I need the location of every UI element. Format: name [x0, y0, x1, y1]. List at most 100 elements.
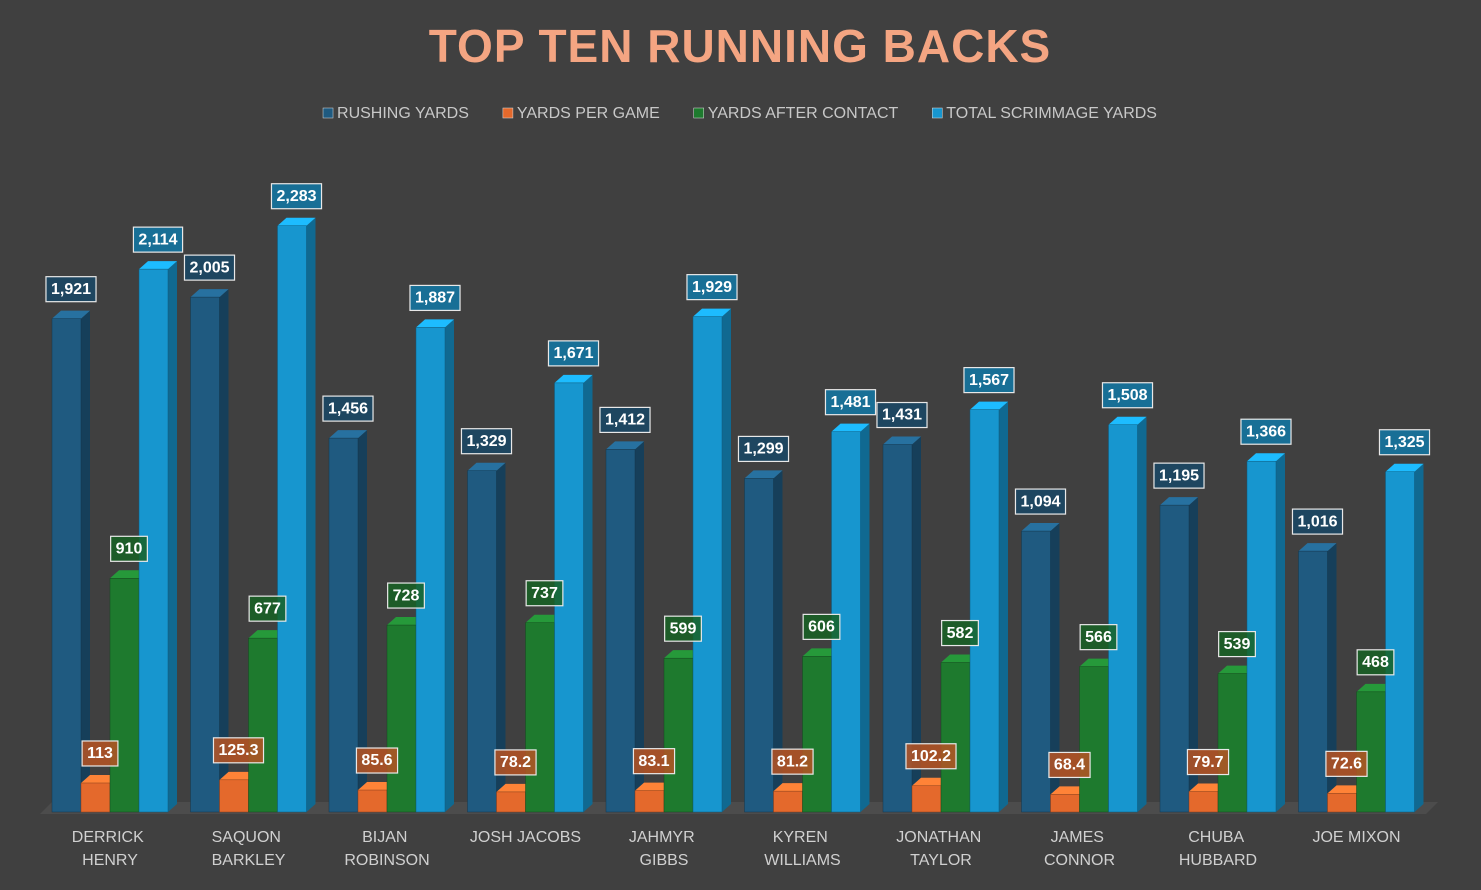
legend-label: TOTAL SCRIMMAGE YARDS — [946, 105, 1157, 122]
x-tick-line: CHUBA — [1188, 829, 1248, 846]
bar — [415, 327, 446, 813]
data-label-box — [686, 274, 738, 301]
bar — [1327, 793, 1357, 813]
bar — [51, 318, 82, 813]
bar-top — [1385, 463, 1424, 472]
x-tick-line: HUBBARD — [1179, 852, 1257, 869]
bar — [496, 791, 526, 813]
data-label: 1,921 — [51, 281, 91, 298]
data-label: 83.1 — [638, 753, 669, 770]
bar-side — [1050, 523, 1060, 812]
data-label-group: 1,366 — [1240, 418, 1292, 445]
bar — [1298, 550, 1328, 813]
x-tick-line: JAHMYR — [629, 829, 699, 846]
data-label-group: 2,283 — [270, 183, 323, 210]
data-label: 1,195 — [1159, 467, 1199, 484]
bar — [802, 656, 832, 813]
data-label: 79.7 — [1192, 754, 1223, 771]
legend-swatch — [322, 107, 334, 119]
bar — [663, 657, 694, 813]
data-label-group: 79.7 — [1186, 748, 1230, 776]
bar-side — [219, 289, 229, 813]
bar — [1385, 471, 1415, 813]
data-label-group: 83.1 — [632, 748, 676, 775]
data-label-box — [1101, 382, 1154, 409]
data-label-group: 1,195 — [1153, 462, 1205, 489]
bar-side — [999, 401, 1008, 812]
data-label: 78.2 — [500, 754, 531, 771]
data-label-box — [1014, 488, 1067, 515]
data-label-group: 539 — [1218, 630, 1256, 658]
bar — [1188, 791, 1219, 813]
bar-top — [219, 771, 258, 780]
bar — [109, 578, 140, 813]
bar-top — [883, 436, 921, 445]
data-label-box — [1356, 649, 1395, 676]
legend-swatch — [932, 107, 943, 119]
legend-label: RUSHING YARDS — [337, 105, 469, 122]
bar — [1079, 666, 1109, 813]
bar-top — [190, 289, 229, 298]
data-label-box — [941, 619, 979, 647]
x-tick-line: JAMES — [1051, 829, 1109, 846]
bar-side — [1137, 416, 1147, 812]
bar-top — [110, 570, 148, 579]
data-label: 737 — [531, 585, 558, 602]
bar-top — [1160, 497, 1198, 506]
x-tick-label: SAQUON BARKLEY — [212, 829, 286, 869]
bar-side — [1276, 453, 1285, 812]
bar-top — [139, 261, 177, 270]
x-tick-label: JOSH JACOBS — [470, 829, 581, 846]
data-label-box — [183, 254, 236, 281]
data-label: 1,671 — [553, 345, 593, 362]
data-label: 1,929 — [692, 279, 732, 296]
data-label: 539 — [1224, 636, 1251, 653]
data-label-group: 1,412 — [599, 406, 651, 433]
bar-top — [1021, 523, 1060, 532]
bar-side — [168, 261, 177, 813]
bar-top — [606, 441, 644, 450]
data-label-box — [387, 582, 425, 609]
bar-side — [583, 374, 593, 812]
bar-side — [358, 430, 367, 812]
data-label-box — [802, 613, 841, 640]
data-label-box — [1079, 624, 1118, 651]
data-label-group: 2,005 — [183, 254, 236, 281]
data-label-box — [132, 226, 184, 253]
data-label-group: 1,567 — [963, 366, 1015, 394]
bar-top — [1247, 453, 1285, 462]
bar-top — [496, 783, 535, 792]
data-label-box — [737, 435, 790, 463]
data-label: 102.2 — [911, 748, 951, 765]
data-label: 125.3 — [218, 742, 258, 759]
bar — [277, 225, 307, 813]
bar-side — [635, 441, 644, 812]
bar — [525, 622, 555, 813]
data-label: 1,366 — [1246, 423, 1286, 440]
data-label: 1,567 — [969, 372, 1009, 389]
bar-top — [248, 630, 287, 639]
data-label-box — [1218, 630, 1256, 658]
bar — [190, 296, 220, 813]
data-label-box — [248, 595, 287, 622]
data-label: 599 — [670, 620, 697, 637]
x-tick-line: WILLIAMS — [764, 852, 840, 869]
data-label-box — [1325, 750, 1368, 777]
data-label-box — [212, 737, 265, 764]
bar-top — [358, 782, 396, 791]
bar — [773, 790, 803, 813]
bar — [940, 662, 971, 813]
bar-side — [1414, 463, 1424, 812]
data-label-box — [494, 749, 537, 776]
data-label: 1,016 — [1297, 513, 1337, 530]
chart-title: TOP TEN RUNNING BACKS — [429, 20, 1051, 72]
bar-top — [802, 648, 841, 657]
data-label-group: 566 — [1079, 624, 1118, 651]
data-label-group: 1,929 — [686, 274, 738, 301]
x-tick-line: SAQUON — [212, 829, 286, 846]
data-label-box — [1153, 462, 1205, 489]
x-tick-line: BIJAN — [362, 829, 412, 846]
data-label: 1,329 — [466, 433, 506, 450]
data-label: 728 — [393, 587, 420, 604]
bar-top — [1356, 683, 1395, 692]
